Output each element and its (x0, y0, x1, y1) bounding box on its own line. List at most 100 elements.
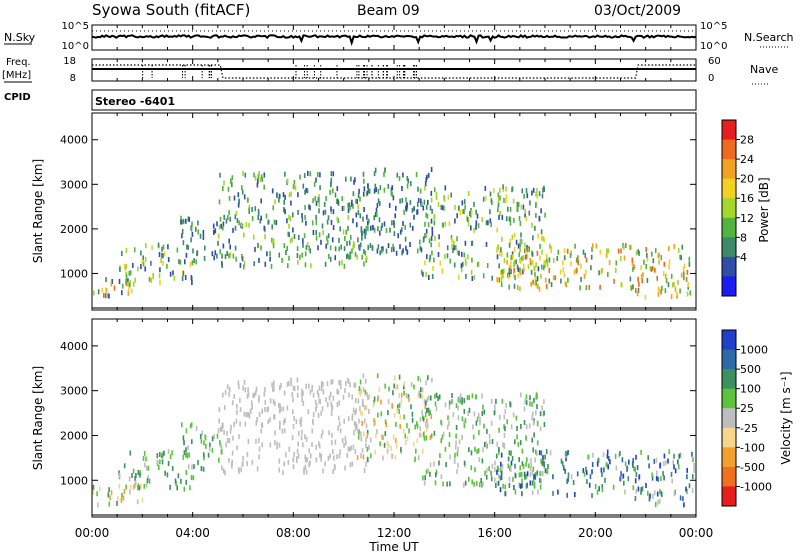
power-data-point (645, 247, 647, 252)
velocity-data-point (418, 432, 421, 438)
velocity-data-point (422, 416, 425, 422)
power-data-point (430, 242, 432, 248)
power-data-point (464, 204, 466, 210)
power-data-point (301, 252, 303, 258)
power-data-point (575, 257, 578, 263)
power-data-point (243, 232, 245, 238)
velocity-data-point (426, 423, 429, 429)
power-data-point (191, 231, 194, 237)
velocity-data-point (337, 389, 340, 395)
power-data-point (515, 239, 518, 245)
power-data-point (564, 281, 567, 287)
velocity-data-point (327, 402, 329, 408)
velocity-colorbar-swatch (722, 466, 736, 487)
power-data-point (158, 273, 161, 279)
velocity-data-point (597, 457, 600, 463)
power-data-point (415, 172, 418, 178)
velocity-data-point (269, 417, 271, 423)
velocity-data-point (673, 464, 675, 470)
velocity-data-point (570, 474, 573, 480)
velocity-data-point (167, 449, 170, 454)
power-data-point (128, 282, 131, 288)
velocity-data-point (367, 457, 369, 463)
power-data-point (366, 190, 369, 196)
velocity-data-point (510, 467, 512, 472)
velocity-data-point (226, 384, 229, 390)
velocity-data-point (297, 441, 299, 447)
velocity-data-point (261, 408, 263, 414)
velocity-data-point (635, 488, 638, 494)
power-data-point (591, 246, 593, 252)
velocity-data-point (292, 409, 294, 415)
power-data-point (294, 185, 297, 191)
power-data-point (588, 284, 591, 290)
power-data-point (501, 269, 504, 275)
velocity-data-point (329, 453, 331, 459)
velocity-data-point (305, 383, 307, 389)
power-data-point (552, 275, 555, 281)
power-data-point (460, 263, 463, 269)
velocity-data-point (435, 392, 438, 398)
noise-left-tick-bottom: 10^0 (62, 41, 89, 52)
power-data-point (382, 246, 384, 252)
power-data-point (298, 235, 300, 240)
velocity-data-point (96, 491, 98, 497)
velocity-data-point (525, 394, 528, 400)
velocity-data-point (273, 414, 276, 420)
power-data-point (577, 260, 579, 266)
power-colorbar-swatch (722, 120, 736, 141)
power-data-point (330, 171, 333, 177)
power-data-point (625, 243, 627, 248)
power-data-point (590, 265, 592, 271)
power-data-point (211, 251, 214, 257)
velocity-data-point (534, 449, 537, 455)
velocity-data-point (596, 461, 599, 467)
power-data-point (347, 225, 349, 231)
velocity-data-point (686, 467, 688, 473)
velocity-data-point (158, 465, 160, 471)
velocity-data-point (292, 464, 295, 470)
power-data-point (192, 248, 194, 254)
power-data-point (351, 248, 353, 254)
velocity-data-point (672, 459, 674, 465)
power-data-point (570, 261, 572, 267)
power-data-point (487, 220, 489, 226)
power-data-point (674, 286, 677, 292)
velocity-data-point (276, 441, 278, 447)
power-data-point (341, 206, 344, 211)
velocity-data-point (463, 408, 466, 414)
power-data-point (473, 274, 476, 280)
velocity-data-point (564, 468, 566, 474)
power-data-point (638, 281, 640, 287)
velocity-data-point (448, 432, 451, 438)
velocity-data-point (130, 484, 132, 490)
power-data-point (585, 285, 588, 291)
power-data-point (365, 255, 368, 261)
velocity-data-point (648, 493, 651, 499)
power-data-point (150, 260, 152, 266)
velocity-data-point (508, 483, 511, 488)
velocity-data-point (264, 406, 266, 412)
velocity-data-point (301, 388, 303, 394)
velocity-data-point (479, 482, 481, 488)
velocity-data-point (498, 427, 500, 433)
power-data-point (189, 262, 192, 268)
velocity-data-point (217, 428, 220, 434)
velocity-data-point (532, 411, 534, 417)
velocity-data-point (478, 430, 480, 436)
velocity-data-point (399, 423, 401, 429)
power-data-point (275, 220, 278, 225)
power-data-point (517, 273, 520, 279)
power-data-point (511, 187, 513, 193)
velocity-colorbar-frame (721, 329, 737, 507)
power-data-point (497, 192, 500, 198)
velocity-data-point (438, 394, 441, 400)
power-data-point (466, 215, 468, 221)
power-data-point (673, 281, 675, 287)
velocity-data-point (540, 450, 543, 456)
velocity-data-point (693, 468, 695, 473)
power-data-point (301, 217, 304, 223)
power-data-point (403, 209, 405, 215)
velocity-data-point (379, 441, 381, 447)
power-data-point (444, 221, 447, 227)
